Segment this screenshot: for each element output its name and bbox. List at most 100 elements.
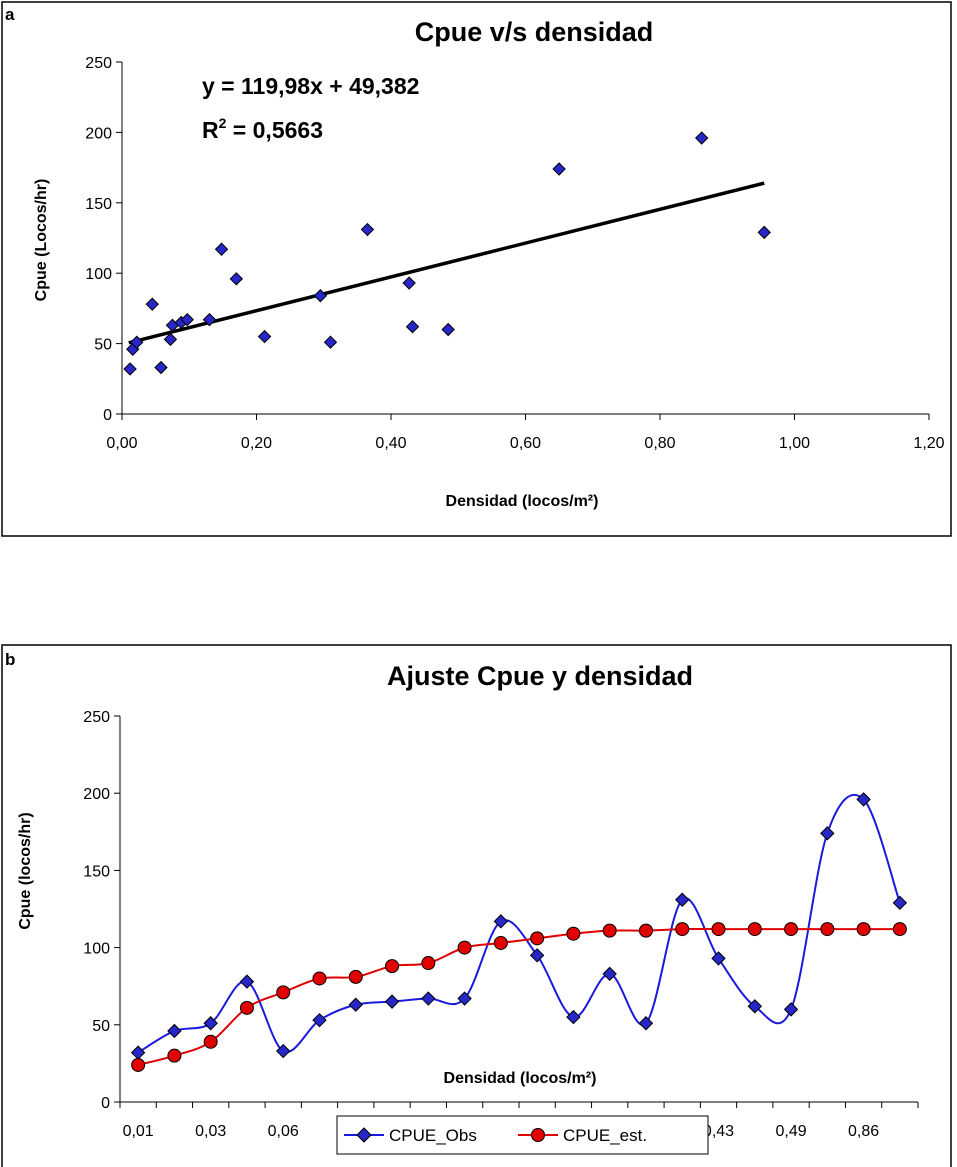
b-obs-marker — [457, 991, 472, 1006]
a-y-tick-label: 100 — [85, 266, 112, 283]
b-est-marker — [203, 1034, 218, 1049]
a-data-point — [405, 319, 420, 334]
a-x-tick-label: 0,20 — [241, 435, 272, 452]
a-data-point — [123, 362, 137, 376]
b-est-marker — [856, 922, 871, 937]
b-x-tick-label: 0,86 — [848, 1123, 879, 1140]
b-y-tick-label: 50 — [92, 1018, 110, 1035]
chart-b: b Ajuste Cpue y densidad 0 50 100 150 200 250… — [1, 644, 952, 1167]
a-y-tick-label: 50 — [94, 337, 112, 354]
b-obs-marker — [747, 999, 762, 1014]
b-obs-marker — [384, 994, 400, 1009]
a-data-point — [552, 162, 566, 176]
a-x-tick-label: 0,60 — [510, 435, 541, 452]
b-est-marker — [638, 923, 653, 938]
b-est-marker — [276, 985, 291, 1000]
a-x-tick-label: 1,20 — [913, 435, 944, 452]
b-est-marker — [784, 922, 799, 937]
b-est-marker — [602, 923, 617, 938]
a-data-point — [313, 289, 328, 303]
b-est-marker — [312, 971, 327, 986]
chart-b-title: Ajuste Cpue y densidad — [387, 661, 693, 691]
chart-a-xlabel: Densidad (locos/m²) — [446, 493, 599, 510]
b-est-marker — [820, 922, 835, 937]
b-obs-marker — [856, 792, 871, 807]
b-est-marker — [530, 931, 545, 946]
a-data-point — [130, 335, 144, 349]
b-obs-marker — [566, 1009, 581, 1025]
chart-b-letter: b — [5, 650, 15, 669]
a-y-tick-label: 250 — [85, 55, 112, 72]
a-y-tick-label: 0 — [103, 407, 112, 424]
a-data-point — [694, 131, 709, 145]
a-data-point — [757, 225, 771, 240]
a-data-point — [180, 312, 194, 327]
a-y-tick-label: 150 — [85, 196, 112, 213]
b-est-marker — [457, 940, 472, 955]
b-est-marker — [348, 969, 363, 984]
b-obs-marker — [892, 895, 908, 911]
chart-a-equation: y = 119,98x + 49,382 — [202, 73, 419, 99]
chart-b-xlabel: Densidad (locos/m²) — [444, 1070, 597, 1087]
a-data-point — [441, 322, 455, 337]
b-x-tick-label: 0,06 — [268, 1123, 299, 1140]
legend-est-marker — [531, 1128, 545, 1142]
a-x-tick-label: 1,00 — [779, 435, 810, 452]
b-obs-marker — [348, 997, 363, 1012]
chart-a-ylabel: Cpue (Locos/hr) — [33, 179, 50, 302]
b-x-tick-label: 0,03 — [195, 1123, 226, 1140]
chart-b-series — [130, 792, 908, 1072]
b-est-marker — [493, 935, 508, 950]
a-data-point — [163, 332, 178, 347]
chart-a-title: Cpue v/s densidad — [415, 17, 654, 47]
b-x-tick-label: 0,43 — [703, 1123, 734, 1140]
a-data-point — [145, 297, 159, 311]
a-data-point — [229, 272, 244, 286]
b-obs-marker — [602, 966, 617, 982]
b-obs-marker — [783, 1002, 799, 1017]
b-est-marker — [711, 922, 726, 937]
b-est-marker — [167, 1048, 182, 1063]
b-obs-marker — [638, 1016, 654, 1031]
a-x-tick-label: 0,40 — [375, 435, 406, 452]
a-data-point — [402, 276, 416, 290]
chart-a-frame — [1, 1, 952, 537]
chart-b-legend: CPUE_Obs CPUE_est. — [336, 1115, 709, 1155]
legend-obs-marker — [356, 1127, 372, 1143]
chart-a-letter: a — [5, 5, 15, 24]
b-est-marker — [566, 926, 581, 941]
b-obs-marker — [675, 892, 690, 907]
b-obs-marker — [167, 1023, 182, 1039]
b-obs-marker — [493, 914, 509, 929]
chart-a-axes — [116, 61, 930, 420]
b-y-tick-label: 100 — [83, 941, 110, 958]
chart-a-r2: R2 = 0,5663 — [202, 115, 323, 143]
b-y-tick-label: 200 — [83, 786, 110, 803]
b-y-tick-label: 150 — [83, 863, 110, 880]
b-obs-marker — [529, 948, 545, 963]
chart-a-points — [123, 131, 771, 376]
b-x-tick-label: 0,49 — [775, 1123, 806, 1140]
chart-b-ylabel: Cpue (locos/hr) — [17, 812, 34, 929]
b-obs-marker — [203, 1016, 218, 1031]
chart-b-frame — [1, 644, 952, 1167]
b-y-tick-label: 0 — [101, 1095, 110, 1112]
a-x-tick-label: 0,80 — [644, 435, 675, 452]
b-est-marker — [385, 959, 400, 974]
b-est-marker — [675, 922, 690, 937]
b-est-marker — [421, 956, 436, 971]
a-trendline — [128, 181, 765, 345]
b-obs-marker — [421, 991, 436, 1006]
a-y-tick-label: 200 — [85, 125, 112, 142]
b-series-line-1 — [137, 927, 900, 1066]
a-data-point — [202, 312, 217, 327]
chart-a-ticks: 0 50 100 150 200 250 0,00 0,20 0,40 0,60 0,80 1,00 1… — [85, 55, 944, 452]
a-data-point — [154, 360, 168, 375]
b-est-marker — [239, 1000, 254, 1015]
b-y-tick-label: 250 — [83, 709, 110, 726]
b-est-marker — [131, 1057, 146, 1072]
b-obs-marker — [820, 826, 835, 841]
b-est-marker — [892, 922, 907, 937]
legend-est-label: CPUE_est. — [563, 1126, 647, 1145]
legend-obs-label: CPUE_Obs — [389, 1126, 477, 1145]
